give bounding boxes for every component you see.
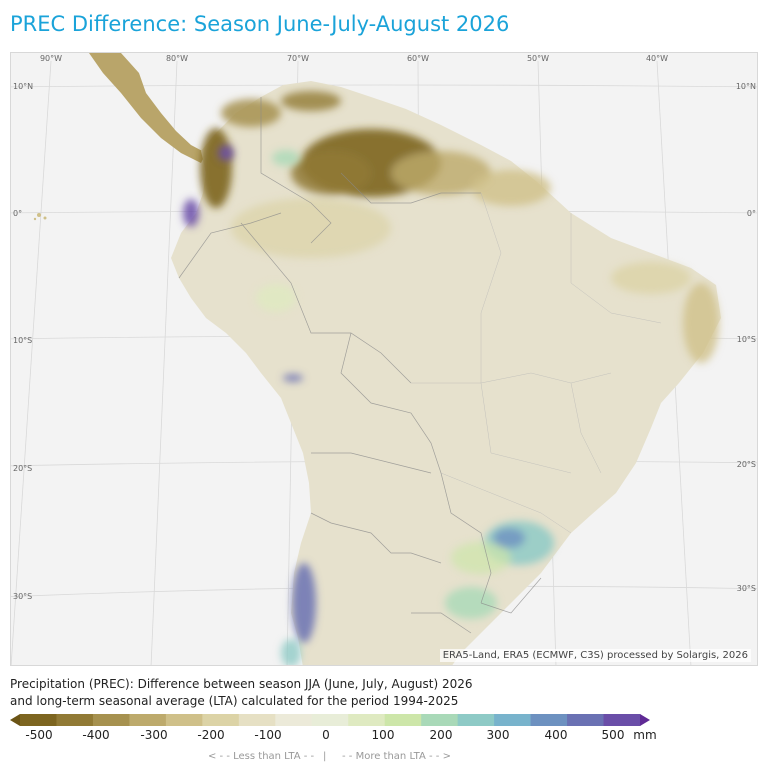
legend-color-swatch [494,714,532,726]
legend-tick: 200 [429,728,453,742]
legend-color-swatch [567,714,605,726]
map-panel[interactable]: 90°W 80°W 70°W 60°W 50°W 40°W 10°N 0° 10… [10,52,758,666]
anomaly-dry-zones [200,91,719,363]
legend-tick: 300 [486,728,510,742]
lat-label: 30°S [737,584,756,593]
legend-color-swatch [10,714,20,726]
legend-separator: | [323,751,327,762]
legend-tick: 100 [371,728,395,742]
lon-label: 50°W [527,54,549,63]
latitude-labels-left: 10°N 0° 10°S 20°S 30°S [13,82,33,601]
anomaly-wet-zones [183,145,554,665]
lat-label: 0° [747,209,756,218]
precipitation-map[interactable]: 90°W 80°W 70°W 60°W 50°W 40°W 10°N 0° 10… [11,53,758,666]
legend-tick: -500 [25,728,53,742]
lat-label: 20°S [13,464,32,473]
central-america-land [89,53,206,163]
legend-color-swatch [421,714,459,726]
lat-label: 10°S [737,335,756,344]
legend-color-swatch [56,714,94,726]
lon-label: 40°W [646,54,668,63]
legend-color-swatch [311,714,349,726]
legend-color-swatch [348,714,386,726]
legend-color-swatch [640,714,650,726]
lat-label: 10°N [736,82,756,91]
legend-tick: -300 [140,728,168,742]
legend-color-swatch [603,714,641,726]
state-borders [411,192,662,534]
lon-label: 80°W [166,54,188,63]
legend-color-swatch [129,714,167,726]
legend-tick: 500 [601,728,625,742]
lat-label: 30°S [13,592,32,601]
legend-unit: mm [633,728,657,742]
lat-label: 10°S [13,336,32,345]
page-title: PREC Difference: Season June-July-August… [10,12,510,36]
legend-color-swatch [275,714,313,726]
country-borders [178,97,542,634]
legend-color-swatch [20,714,57,726]
legend-tick: -100 [254,728,282,742]
lat-label: 20°S [737,460,756,469]
legend-tick: 400 [544,728,568,742]
less-than-lta-hint: < - - Less than LTA - - [208,751,315,762]
map-description: Precipitation (PREC): Difference between… [10,676,710,710]
legend-color-swatch [457,714,495,726]
legend-hint: < - - Less than LTA - - | - - More than … [0,751,768,765]
lat-label: 10°N [13,82,33,91]
longitude-labels: 90°W 80°W 70°W 60°W 50°W 40°W [40,54,668,63]
more-than-lta-hint: - - More than LTA - - > [342,751,451,762]
legend-tick-labels: -500 -400 -300 -200 -100 0 100 200 300 4… [0,728,768,744]
latitude-labels-right: 10°N 0° 10°S 20°S 30°S [736,82,756,593]
legend-color-swatch [202,714,240,726]
legend-tick: 0 [322,728,330,742]
legend-color-swatch [165,714,203,726]
legend-color-bar [10,714,650,726]
lon-label: 90°W [40,54,62,63]
legend-color-swatch [384,714,422,726]
lon-label: 70°W [287,54,309,63]
legend-color-swatch [530,714,568,726]
map-attribution: ERA5-Land, ERA5 (ECMWF, C3S) processed b… [439,649,751,662]
lon-label: 60°W [407,54,429,63]
description-line-2: and long-term seasonal average (LTA) cal… [10,694,459,708]
description-line-1: Precipitation (PREC): Difference between… [10,677,473,691]
legend-color-swatch [92,714,130,726]
lat-label: 0° [13,209,22,218]
legend-tick: -200 [197,728,225,742]
legend-color-swatch [238,714,276,726]
legend-tick: -400 [82,728,110,742]
galapagos-islands [33,213,47,221]
